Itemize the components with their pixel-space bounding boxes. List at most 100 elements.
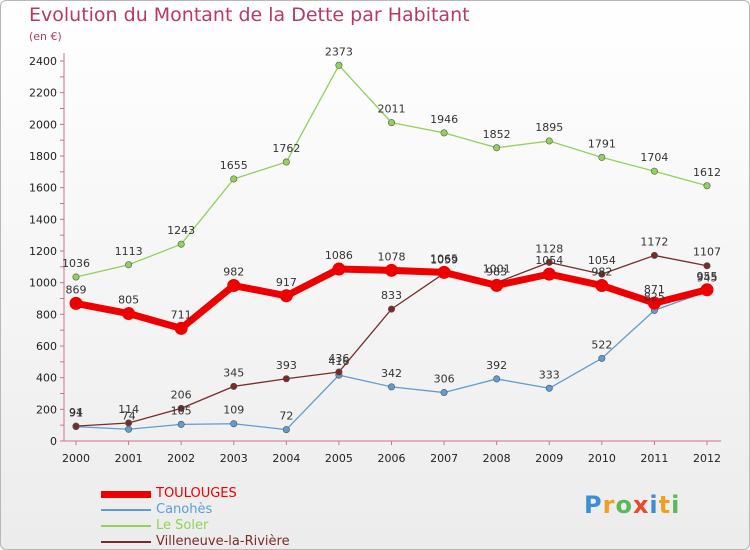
data-point	[647, 296, 661, 310]
data-point	[440, 129, 448, 137]
data-label: 1172	[640, 235, 668, 248]
data-label: 982	[591, 266, 612, 279]
data-label: 91	[69, 407, 83, 420]
data-point	[69, 296, 83, 310]
data-point	[700, 283, 714, 297]
logo-letter: r	[602, 491, 616, 519]
data-label: 1791	[588, 137, 616, 150]
data-point	[230, 175, 238, 183]
legend-label: Canohès	[156, 502, 213, 517]
legend-swatch	[101, 490, 151, 498]
data-label: 1107	[693, 246, 721, 259]
data-point	[650, 167, 658, 175]
data-label: 1762	[272, 142, 300, 155]
y-tick-label: 0	[50, 435, 57, 448]
legend-label: Villeneuve-la-Rivière	[156, 534, 290, 549]
data-label: 522	[591, 338, 612, 351]
data-point	[282, 426, 290, 434]
y-tick-label: 400	[36, 372, 57, 385]
legend-label: TOULOUGES	[156, 486, 237, 501]
data-label: 1852	[483, 128, 511, 141]
data-point	[282, 158, 290, 166]
data-point	[703, 182, 711, 190]
legend-item: Le Soler	[101, 518, 290, 534]
x-tick-label: 2004	[272, 452, 300, 465]
data-label: 72	[279, 410, 293, 423]
x-tick-label: 2000	[62, 452, 90, 465]
data-point	[387, 305, 395, 313]
y-tick-label: 2400	[29, 55, 57, 68]
data-label: 1113	[115, 245, 143, 258]
data-point	[598, 354, 606, 362]
y-tick-label: 2200	[29, 87, 57, 100]
legend-item: TOULOUGES	[101, 486, 290, 502]
data-label: 833	[381, 289, 402, 302]
x-tick-label: 2002	[167, 452, 195, 465]
data-point	[279, 289, 293, 303]
logo-letter: x	[632, 491, 650, 519]
data-point	[542, 267, 556, 281]
x-tick-label: 2012	[693, 452, 721, 465]
data-point	[387, 119, 395, 127]
x-tick-label: 2007	[430, 452, 458, 465]
data-point	[72, 273, 80, 281]
data-label: 306	[434, 373, 455, 386]
legend-label: Le Soler	[156, 518, 209, 533]
x-tick-label: 2005	[325, 452, 353, 465]
data-point	[230, 420, 238, 428]
data-label: 1128	[535, 242, 563, 255]
data-label: 945	[697, 271, 718, 284]
data-point	[493, 375, 501, 383]
data-label: 1946	[430, 113, 458, 126]
data-point	[125, 425, 133, 433]
x-tick-label: 2006	[378, 452, 406, 465]
data-label: 983	[486, 265, 507, 278]
data-point	[282, 375, 290, 383]
legend-swatch	[101, 541, 151, 543]
logo-letter: i	[649, 491, 659, 519]
data-point	[177, 240, 185, 248]
series-line-2	[75, 64, 708, 278]
data-point	[125, 419, 133, 427]
data-point	[598, 153, 606, 161]
data-label: 955	[697, 270, 718, 283]
data-point	[703, 262, 711, 270]
proxiti-logo: Proxiti	[584, 491, 680, 519]
data-label: 1612	[693, 166, 721, 179]
data-label: 393	[276, 359, 297, 372]
data-point	[122, 307, 136, 321]
x-tick-label: 2010	[588, 452, 616, 465]
data-point	[125, 261, 133, 269]
data-point	[72, 422, 80, 430]
data-label: 1086	[325, 249, 353, 262]
data-point	[177, 404, 185, 412]
data-label: 345	[223, 366, 244, 379]
chart-title: Evolution du Montant de la Dette par Hab…	[29, 4, 470, 26]
x-tick-label: 2001	[115, 452, 143, 465]
data-point	[177, 420, 185, 428]
data-point	[650, 251, 658, 259]
data-label: 94	[69, 406, 83, 419]
data-point	[490, 278, 504, 292]
logo-letter: P	[584, 491, 603, 519]
data-label: 1001	[483, 263, 511, 276]
x-tick-label: 2008	[483, 452, 511, 465]
data-point	[174, 321, 188, 335]
legend-swatch	[101, 525, 151, 527]
y-tick-label: 1800	[29, 150, 57, 163]
data-point	[227, 279, 241, 293]
chart-subtitle: (en €)	[29, 30, 62, 43]
data-point	[545, 384, 553, 392]
data-label: 2373	[325, 45, 353, 58]
legend-swatch	[101, 509, 151, 511]
data-point	[335, 61, 343, 69]
data-label: 1036	[62, 257, 90, 270]
data-label: 1704	[640, 151, 668, 164]
logo-letter: i	[671, 491, 681, 519]
data-label: 2011	[378, 103, 406, 116]
data-label: 825	[644, 290, 665, 303]
data-label: 206	[171, 388, 192, 401]
data-label: 416	[328, 355, 349, 368]
data-point	[230, 382, 238, 390]
data-point	[335, 368, 343, 376]
